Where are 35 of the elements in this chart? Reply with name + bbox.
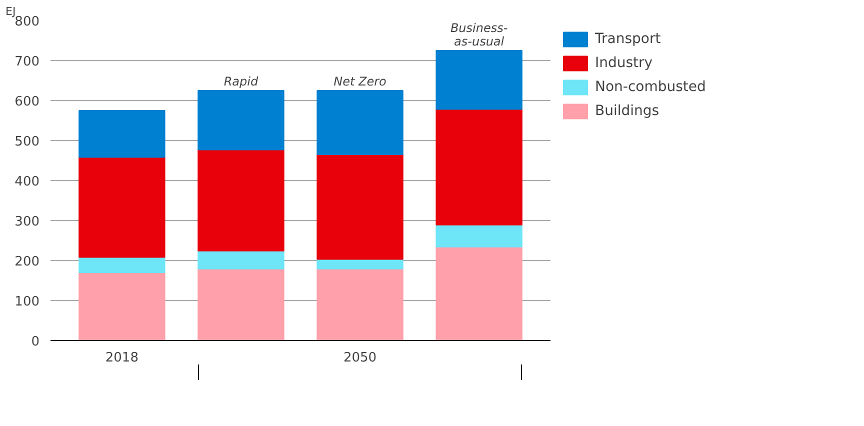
x-tick-label: Business- as-usual xyxy=(450,21,508,48)
bar xyxy=(436,50,522,110)
y-tick-label: 800 xyxy=(14,14,40,30)
legend-label: Industry xyxy=(595,55,653,71)
y-tick-label: 300 xyxy=(14,214,40,230)
bar xyxy=(78,156,166,258)
bar xyxy=(316,90,404,155)
bar xyxy=(78,110,166,158)
y-tick-label: 0 xyxy=(31,334,40,350)
bar xyxy=(316,268,404,340)
text: 2050 xyxy=(343,350,377,366)
bar xyxy=(198,90,284,150)
x-tick-label: 2018 xyxy=(105,350,138,366)
bar xyxy=(316,258,404,270)
bar xyxy=(78,256,166,273)
bar xyxy=(436,246,522,340)
legend-label: Non-combusted xyxy=(595,79,706,95)
x-tick-label: Net Zero xyxy=(334,74,386,88)
bar xyxy=(198,149,284,252)
bar xyxy=(198,268,284,340)
y-tick-label: 400 xyxy=(14,174,40,190)
bar xyxy=(78,272,166,340)
y-tick-label: 200 xyxy=(14,254,40,270)
legend-label: Buildings xyxy=(595,103,660,119)
bar xyxy=(316,154,404,260)
y-tick-label: 500 xyxy=(14,134,40,150)
bar xyxy=(198,250,284,270)
y-tick-label: 100 xyxy=(14,294,40,310)
x-tick-label: Rapid xyxy=(224,74,258,88)
y-tick-label: 700 xyxy=(14,54,40,70)
bar xyxy=(436,224,522,248)
y-axis-title: EJ xyxy=(6,5,16,18)
legend-label: Transport xyxy=(595,31,661,47)
y-tick-label: 600 xyxy=(14,94,40,110)
bar xyxy=(436,108,522,226)
